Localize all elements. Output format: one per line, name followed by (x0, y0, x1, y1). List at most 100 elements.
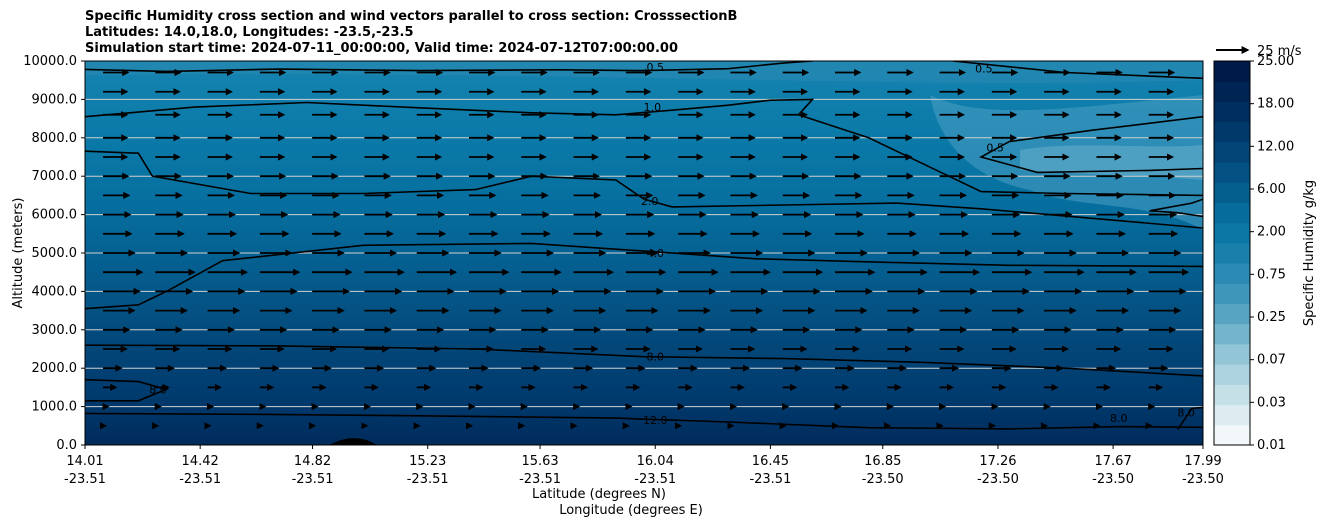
colorbar-segment (1214, 101, 1250, 123)
contour-line (85, 242, 1203, 310)
contour-label: 8.0 (1110, 412, 1128, 425)
colorbar-segment (1214, 162, 1250, 183)
x-tick-label-lat: 17.26 (979, 454, 1016, 469)
x-tick-label-lon: -23.50 (977, 472, 1019, 487)
x-tick-label-lon: -23.51 (749, 472, 791, 487)
colorbar-segment (1214, 242, 1250, 264)
colorbar-tick-label: 18.00 (1257, 97, 1294, 112)
x-tick-label-lat: 15.23 (409, 454, 446, 469)
colorbar-segment (1214, 141, 1250, 163)
contour-label: 8.0 (1177, 406, 1195, 419)
contour-label: 12.0 (643, 414, 668, 427)
x-tick-label-lat: 15.63 (521, 454, 558, 469)
colorbar-segment (1214, 343, 1250, 365)
title-line-2: Latitudes: 14.0,18.0, Longitudes: -23.5,… (85, 25, 414, 40)
x-tick-label-lon: -23.51 (292, 472, 334, 487)
colorbar-segment (1214, 424, 1250, 446)
y-tick-label: 5000.0 (32, 246, 78, 261)
contour-labels: 0.5 0.5 0.5 1.0 2.0 4.0 8.0 8.0 8.0 8.0 12.0 (149, 61, 1195, 427)
contour-label: 8.0 (149, 383, 167, 396)
plot-area: 0.5 0.5 0.5 1.0 2.0 4.0 8.0 8.0 8.0 8.0 12.0 (84, 60, 1204, 446)
y-tick-label: 7000.0 (32, 169, 78, 184)
y-tick-label: 4000.0 (32, 284, 78, 299)
y-tick-label: 8000.0 (32, 131, 78, 146)
colorbar-tick-label: 6.00 (1257, 182, 1286, 197)
colorbar-tick-label: 0.75 (1257, 267, 1286, 282)
colorbar-segment (1214, 384, 1250, 406)
colorbar-tick-label: 0.03 (1257, 395, 1286, 410)
x-axis-ticks: 14.01 -23.51 14.42 -23.51 14.82 -23.51 15.23 -2… (64, 445, 1224, 487)
colorbar-segment (1214, 121, 1250, 143)
y-tick-label: 1000.0 (32, 400, 78, 415)
wind-vectors (99, 68, 1190, 430)
contour-label: 0.5 (646, 61, 664, 74)
x-tick-label-lon: -23.51 (634, 472, 676, 487)
x-tick-label-lat: 16.45 (752, 454, 789, 469)
colorbar-segment (1214, 323, 1250, 345)
x-tick-label-lon: -23.50 (1182, 472, 1224, 487)
contour-line (85, 98, 1203, 197)
chart-title: Specific Humidity cross section and wind… (85, 9, 737, 57)
x-tick-label-lat: 17.99 (1184, 454, 1221, 469)
y-tick-label: 10000.0 (23, 54, 77, 69)
colorbar-segment (1214, 303, 1250, 325)
contour-line (1149, 198, 1203, 218)
colorbar (1213, 60, 1251, 446)
x-axis-label-lat: Latitude (degrees N) (532, 487, 666, 502)
y-tick-label: 9000.0 (32, 92, 78, 107)
x-tick-label-lon: -23.51 (179, 472, 221, 487)
contour-line (1177, 406, 1203, 431)
contour-line (85, 61, 813, 73)
wind-reference-key: 25 m/s (1216, 44, 1302, 59)
x-tick-label-lat: 16.85 (864, 454, 901, 469)
y-tick-label: 3000.0 (32, 323, 78, 338)
colorbar-tick-label: 0.01 (1257, 438, 1286, 453)
contour-line (85, 412, 1203, 430)
x-tick-label-lat: 16.04 (637, 454, 674, 469)
y-axis-label: Altitude (meters) (11, 198, 26, 309)
colorbar-tick-label: 0.07 (1257, 353, 1286, 368)
title-line-3: Simulation start time: 2024-07-11_00:00:… (85, 41, 678, 56)
contour-label: 1.0 (644, 101, 662, 114)
x-tick-label-lon: -23.51 (519, 472, 561, 487)
colorbar-frame (1213, 60, 1251, 446)
y-tick-label: 6000.0 (32, 208, 78, 223)
contour-line (85, 150, 1203, 229)
wind-reference-label: 25 m/s (1257, 44, 1302, 59)
colorbar-segment (1214, 61, 1250, 82)
colorbar-ticks: 0.01 0.03 0.07 0.25 0.75 2.00 6.00 12.00 18.00 25… (1250, 54, 1294, 453)
terrain (329, 438, 378, 445)
colorbar-segment (1214, 364, 1250, 385)
colorbar-segment (1214, 263, 1250, 284)
contour-line (85, 344, 1203, 377)
x-tick-label-lon: -23.51 (407, 472, 449, 487)
x-tick-label-lat: 14.82 (294, 454, 331, 469)
colorbar-segment (1214, 404, 1250, 426)
contour-label: 2.0 (641, 195, 659, 208)
colorbar-tick-label: 25.00 (1257, 54, 1294, 69)
colorbar-segment (1214, 283, 1250, 305)
y-axis-ticks: 0.0 1000.0 2000.0 3000.0 4000.0 5000.0 6000.0 7… (23, 54, 85, 453)
colorbar-segment (1214, 202, 1250, 224)
colorbar-label: Specific Humidity g/kg (1302, 180, 1317, 326)
x-axis-label-lon: Longitude (degrees E) (559, 503, 703, 518)
y-tick-label: 2000.0 (32, 361, 78, 376)
contour-label: 4.0 (646, 247, 664, 260)
contour-line (978, 115, 1203, 174)
x-tick-label-lon: -23.50 (1092, 472, 1134, 487)
contour-label: 0.5 (975, 63, 993, 76)
colorbar-tick-label: 0.25 (1257, 310, 1286, 325)
x-tick-label-lon: -23.51 (64, 472, 106, 487)
contour-label: 8.0 (646, 351, 664, 364)
title-line-1: Specific Humidity cross section and wind… (85, 9, 738, 24)
x-tick-label-lat: 14.01 (66, 454, 103, 469)
colorbar-segment (1214, 81, 1250, 102)
colorbar-segment (1214, 222, 1250, 244)
colorbar-tick-label: 2.00 (1257, 225, 1286, 240)
x-tick-label-lat: 17.67 (1095, 454, 1132, 469)
contour-label: 0.5 (986, 141, 1004, 154)
colorbar-segment (1214, 182, 1250, 203)
y-tick-label: 0.0 (56, 438, 77, 453)
colorbar-tick-label: 12.00 (1257, 139, 1294, 154)
